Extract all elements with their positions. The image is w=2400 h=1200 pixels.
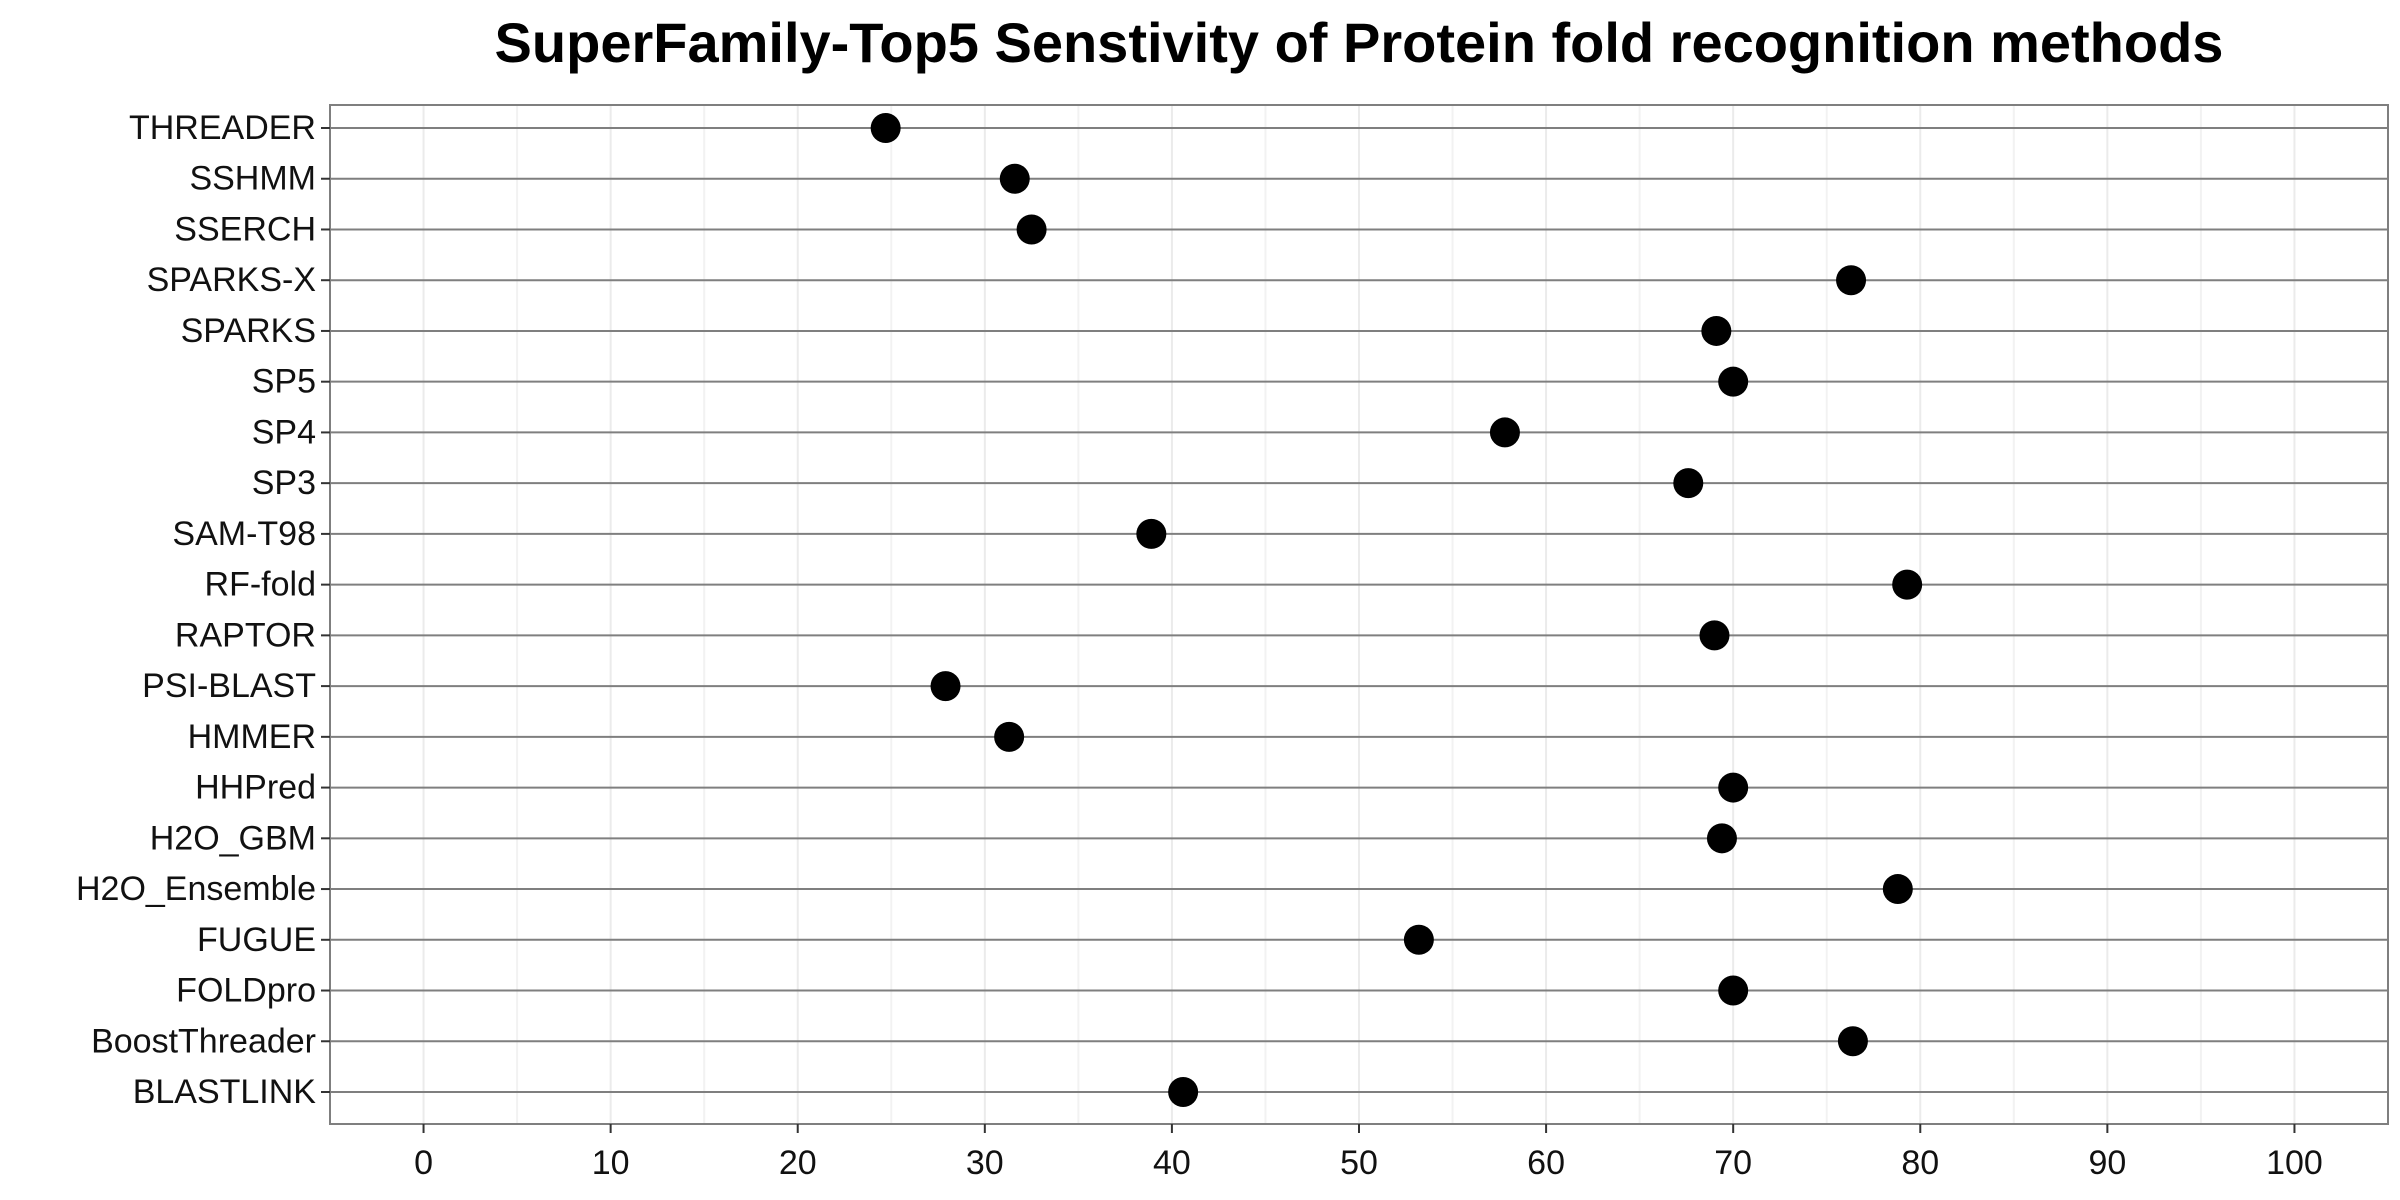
data-point: [1837, 1026, 1868, 1057]
data-point: [1489, 417, 1520, 448]
data-point: [1718, 772, 1749, 803]
chart-title: SuperFamily-Top5 Senstivity of Protein f…: [494, 11, 2224, 74]
x-tick-label: 80: [1901, 1144, 1939, 1182]
y-tick-label: SPARKS: [181, 312, 316, 350]
x-tick-label: 20: [779, 1144, 817, 1182]
data-point: [1016, 214, 1047, 245]
data-point: [870, 113, 901, 143]
data-point: [1718, 366, 1749, 397]
y-tick-label: H2O_GBM: [150, 819, 316, 857]
y-tick-label: SP5: [252, 363, 316, 401]
y-tick-label: FUGUE: [197, 921, 316, 959]
data-point: [1718, 975, 1749, 1006]
x-tick-label: 60: [1527, 1144, 1565, 1182]
y-tick-label: HMMER: [188, 718, 316, 756]
y-tick-label: SSHMM: [189, 160, 316, 198]
y-tick-label: SP4: [252, 413, 316, 451]
y-axis: THREADER SSHMM SSERCH SPARKS-X SPARKS SP5 SP4 S…: [76, 109, 330, 1111]
data-point: [994, 721, 1025, 752]
x-tick-label: 10: [592, 1144, 630, 1182]
data-points: [870, 113, 1923, 1107]
data-point: [1882, 874, 1913, 905]
data-point: [1403, 924, 1434, 955]
data-point: [1706, 823, 1737, 854]
y-tick-label: SSERCH: [174, 210, 316, 248]
data-point: [1699, 620, 1730, 651]
y-tick-label: BLASTLINK: [133, 1073, 317, 1111]
data-point: [1168, 1077, 1199, 1107]
y-tick-label: HHPred: [195, 769, 316, 807]
x-tick-label: 100: [2266, 1144, 2323, 1182]
y-tick-label: SPARKS-X: [147, 261, 316, 299]
data-point: [1136, 518, 1167, 549]
data-point: [1836, 265, 1867, 296]
data-point: [1892, 569, 1923, 600]
x-tick-label: 90: [2088, 1144, 2126, 1182]
y-tick-label: RAPTOR: [175, 616, 316, 654]
data-point: [930, 671, 961, 702]
minor-gridlines: [516, 105, 2202, 1124]
y-tick-label: RF-fold: [205, 566, 316, 604]
x-tick-label: 50: [1340, 1144, 1378, 1182]
y-tick-label: BoostThreader: [91, 1022, 316, 1060]
major-gridlines: [330, 105, 2388, 1124]
y-tick-label: SAM-T98: [172, 515, 316, 553]
data-point: [999, 163, 1030, 194]
y-tick-label: SP3: [252, 464, 316, 502]
data-point: [1701, 315, 1732, 346]
data-point: [1673, 468, 1704, 499]
y-tick-label: THREADER: [129, 109, 316, 147]
x-tick-label: 30: [966, 1144, 1004, 1182]
x-tick-label: 0: [414, 1144, 433, 1182]
y-tick-label: PSI-BLAST: [142, 667, 316, 705]
y-tick-label: FOLDpro: [176, 972, 316, 1010]
x-tick-label: 40: [1153, 1144, 1191, 1182]
x-axis: 0 10 20 30 40 50 60 70 80 90 100: [414, 1124, 2323, 1182]
x-tick-label: 70: [1714, 1144, 1752, 1182]
y-tick-label: H2O_Ensemble: [76, 870, 316, 908]
